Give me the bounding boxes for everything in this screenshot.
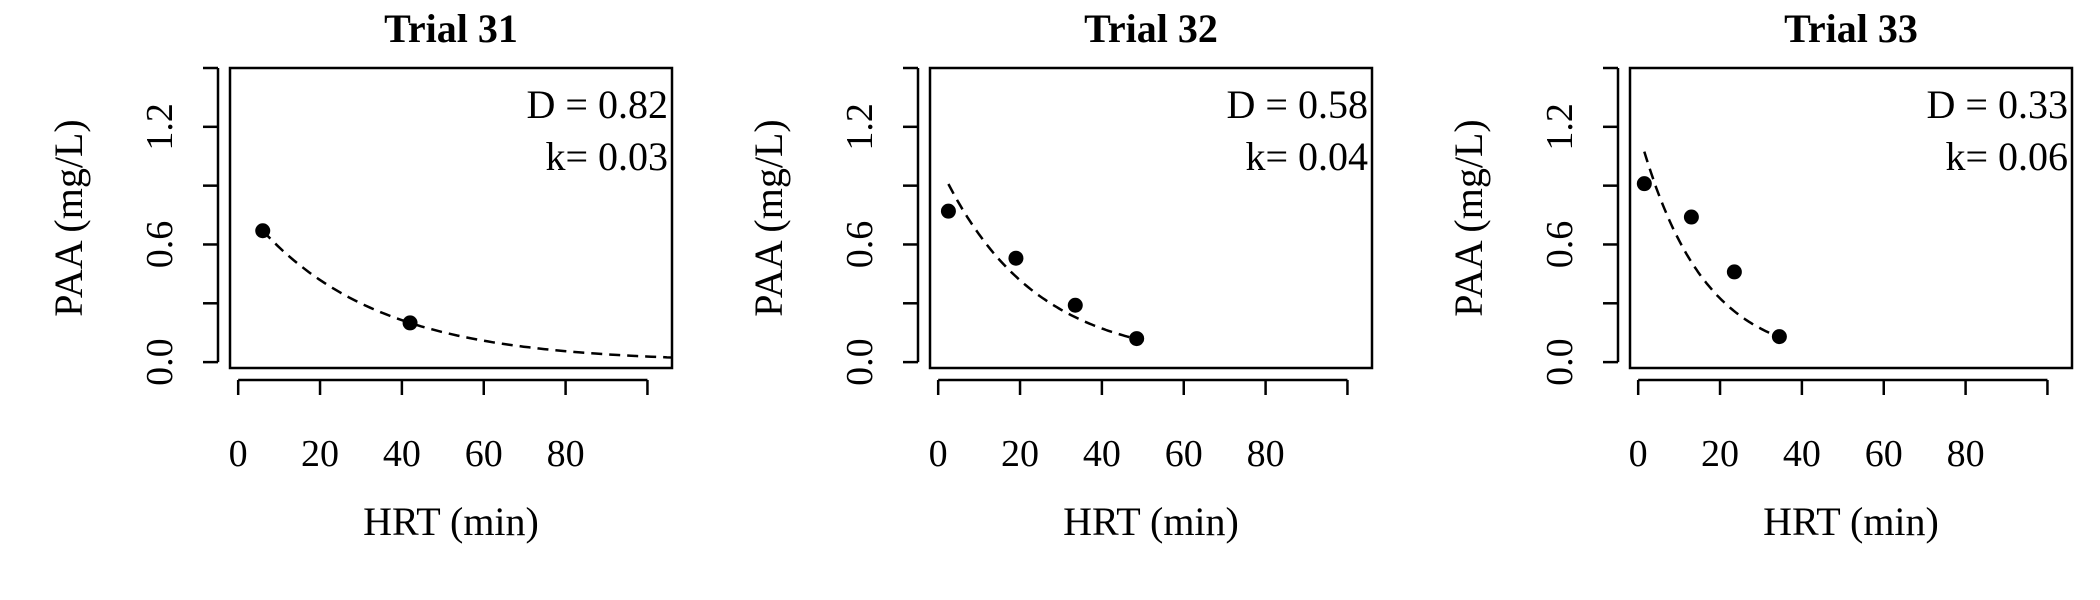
chart-title: Trial 31 [384, 6, 518, 51]
fit-curve [947, 183, 1138, 341]
x-tick-label: 40 [383, 433, 421, 475]
x-tick-label: 0 [1629, 433, 1648, 475]
x-tick-label: 80 [1947, 433, 1985, 475]
y-tick-label: 0.0 [839, 338, 881, 386]
x-tick-label: 20 [301, 433, 339, 475]
chart-panel-2: Trial 32 0 20 40 60 80 0.0 0.6 1.2 HRT (min) PAA (… [746, 6, 1374, 544]
x-tick-label: 80 [547, 433, 585, 475]
fit-annotation: k= 0.06 [1945, 134, 2068, 179]
fit-annotation: k= 0.04 [1245, 134, 1368, 179]
y-tick-label: 0.0 [1539, 338, 1581, 386]
data-point [255, 223, 271, 239]
fit-annotation: D = 0.58 [1227, 82, 1368, 127]
y-axis-label: PAA (mg/L) [1446, 119, 1491, 316]
data-point [1129, 331, 1145, 347]
x-tick-label: 40 [1783, 433, 1821, 475]
chart-panel-3: Trial 33 0 20 40 60 80 0.0 0.6 1.2 HRT (min) PAA (… [1446, 6, 2074, 544]
x-tick-label: 0 [929, 433, 948, 475]
plot-frame [928, 66, 1374, 370]
x-tick-label: 60 [1865, 433, 1903, 475]
fit-annotation: D = 0.33 [1927, 82, 2068, 127]
data-point [1067, 297, 1083, 313]
y-tick-label: 0.6 [839, 221, 881, 269]
x-tick-label: 20 [1001, 433, 1039, 475]
y-tick-label: 1.2 [1539, 103, 1581, 151]
fit-curve [1643, 151, 1780, 339]
y-tick-label: 0.6 [139, 221, 181, 269]
x-axis-label: HRT (min) [1763, 499, 1939, 544]
x-tick-label: 20 [1701, 433, 1739, 475]
data-point [1771, 329, 1787, 345]
data-point [1726, 264, 1742, 280]
data-point [1636, 176, 1652, 192]
y-axis-label: PAA (mg/L) [746, 119, 791, 316]
x-axis-label: HRT (min) [1063, 499, 1239, 544]
x-tick-label: 0 [229, 433, 248, 475]
y-tick-label: 1.2 [839, 103, 881, 151]
y-tick-label: 1.2 [139, 103, 181, 151]
x-tick-label: 40 [1083, 433, 1121, 475]
x-axis-label: HRT (min) [363, 499, 539, 544]
plot-frame [228, 66, 674, 370]
data-point [402, 315, 418, 331]
chart-title: Trial 33 [1784, 6, 1918, 51]
data-point [1683, 209, 1699, 225]
chart-title: Trial 32 [1084, 6, 1218, 51]
x-tick-label: 60 [465, 433, 503, 475]
y-tick-label: 0.6 [1539, 221, 1581, 269]
fit-annotation: k= 0.03 [545, 134, 668, 179]
y-axis-label: PAA (mg/L) [46, 119, 91, 316]
x-tick-label: 80 [1247, 433, 1285, 475]
fit-curve [261, 229, 672, 359]
data-point [940, 203, 956, 219]
fit-annotation: D = 0.82 [527, 82, 668, 127]
y-tick-label: 0.0 [139, 338, 181, 386]
plot-frame [1628, 66, 2074, 370]
data-point [1008, 250, 1024, 266]
x-tick-label: 60 [1165, 433, 1203, 475]
chart-panel-1: Trial 31 0 20 40 60 80 0.0 0.6 1.2 HRT (min) PAA (… [46, 6, 674, 544]
